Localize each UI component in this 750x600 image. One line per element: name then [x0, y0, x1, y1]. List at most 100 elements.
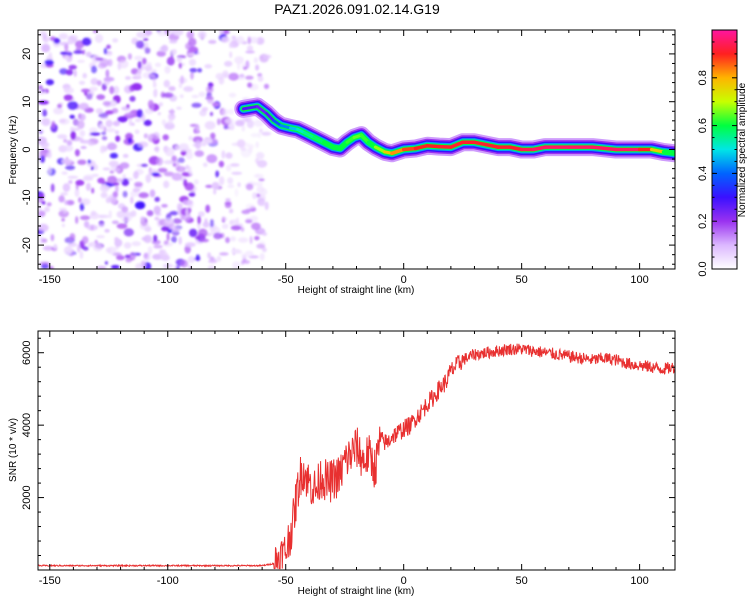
x-tick-label: 100	[630, 575, 648, 587]
spectrogram-noise-speckle	[105, 110, 114, 115]
spectrogram-noise-speckle	[122, 190, 128, 198]
spectrogram-noise-speckle	[131, 253, 137, 258]
spectrogram-noise-speckle	[58, 195, 65, 203]
spectrogram-noise-speckle	[79, 113, 86, 121]
spectrogram-noise-speckle	[78, 197, 82, 203]
spectrogram-noise-speckle	[262, 54, 272, 59]
spectrogram-noise-speckle	[205, 184, 213, 188]
colorbar-gradient	[711, 29, 738, 270]
x-tick-label: -100	[157, 575, 179, 587]
spectrogram-noise-speckle	[80, 198, 91, 206]
spectrogram-noise-speckle	[247, 82, 253, 88]
spectrogram-noise-speckle	[139, 222, 150, 230]
spectrogram-noise-speckle	[256, 160, 268, 168]
spectrogram-noise-speckle	[39, 31, 47, 37]
spectrogram-noise-speckle	[125, 76, 131, 80]
spectrogram-noise-speckle	[63, 138, 68, 143]
spectrogram-noise-speckle	[154, 62, 162, 68]
spectrogram-noise-speckle	[163, 160, 175, 165]
spectrogram-noise-speckle	[161, 226, 170, 232]
spectrogram-noise-speckle	[106, 142, 118, 151]
spectrogram-ridge-core	[590, 145, 618, 152]
spectrogram-ridge-core	[265, 112, 276, 123]
spectrogram-noise-speckle	[249, 215, 259, 222]
spectrogram-ridge-core	[303, 131, 316, 139]
snr-panel: -150 -100 -50 0 50 100 2000 4000 6000 Height of …	[8, 330, 676, 597]
spectrogram-noise-speckle	[58, 207, 67, 211]
spectrogram-noise-speckle	[204, 121, 216, 130]
spectrogram-noise-speckle	[67, 101, 79, 110]
spectrogram-noise-speckle	[112, 120, 121, 127]
spectrogram-noise-speckle	[180, 150, 187, 156]
spectrogram-noise-speckle	[41, 43, 51, 53]
spectrogram-noise-speckle	[156, 50, 166, 57]
spectrogram-noise-speckle	[77, 159, 87, 165]
spectrogram-noise-speckle	[198, 211, 205, 217]
spectrogram-noise-speckle	[82, 246, 89, 251]
spectrogram-noise-speckle	[171, 155, 177, 162]
spectrogram-noise-speckle	[64, 43, 69, 51]
spectrogram-noise-layer	[38, 30, 272, 269]
spectrogram-noise-speckle	[132, 188, 141, 193]
spectrogram-noise-speckle	[42, 245, 54, 251]
spectrogram-noise-speckle	[224, 118, 235, 124]
spectrogram-noise-speckle	[85, 51, 92, 57]
spectrogram-noise-speckle	[89, 132, 101, 136]
spectrogram-noise-speckle	[138, 192, 149, 199]
spectrogram-noise-speckle	[39, 236, 44, 245]
spectrogram-noise-speckle	[88, 127, 98, 133]
spectrogram-noise-speckle	[161, 119, 167, 126]
spectrogram-noise-speckle	[63, 94, 73, 101]
spectrogram-noise-speckle	[256, 243, 266, 249]
spectrogram-noise-speckle	[61, 218, 65, 222]
spectrogram-noise-speckle	[228, 42, 233, 49]
x-tick-label: -150	[39, 274, 61, 286]
spectrogram-noise-speckle	[245, 75, 254, 80]
spectrogram-ridge-core	[472, 140, 489, 147]
spectrogram-noise-speckle	[176, 106, 182, 110]
spectrogram-noise-speckle	[125, 132, 134, 141]
spectrogram-noise-speckle	[245, 60, 250, 69]
spectrogram-noise-speckle	[261, 131, 272, 136]
spectrogram-noise-speckle	[103, 47, 108, 55]
spectrogram-noise-speckle	[195, 236, 201, 240]
spectrogram-noise-speckle	[85, 182, 91, 191]
spectrogram-noise-speckle	[109, 152, 118, 159]
spectrogram-noise-speckle	[245, 219, 253, 224]
spectrogram-noise-speckle	[146, 61, 152, 68]
spectrogram-noise-speckle	[67, 175, 79, 179]
spectrogram-noise-speckle	[145, 174, 152, 183]
spectrogram-noise-speckle	[206, 154, 218, 164]
spectrogram-noise-speckle	[59, 118, 70, 125]
spectrogram-noise-speckle	[163, 171, 175, 177]
spectrogram-noise-speckle	[64, 145, 74, 152]
spectrogram-noise-speckle	[183, 86, 194, 92]
spectrogram-ridge-core	[508, 145, 524, 152]
spectrogram-noise-speckle	[195, 140, 202, 150]
spectrogram-noise-speckle	[135, 40, 145, 49]
spectrogram-noise-speckle	[105, 69, 110, 78]
spectrogram-noise-speckle	[194, 150, 204, 157]
spectrogram-ridge-core	[649, 148, 665, 154]
spectrogram-noise-speckle	[154, 146, 160, 152]
spectrogram-noise-speckle	[99, 184, 110, 193]
spectrogram-noise-speckle	[231, 35, 237, 40]
spectrogram-noise-speckle	[57, 134, 68, 139]
spectrogram-noise-speckle	[193, 179, 199, 185]
spectrogram-noise-speckle	[241, 260, 245, 265]
spectrogram-noise-speckle	[116, 210, 126, 219]
spectrogram-noise-speckle	[210, 132, 216, 140]
spectrogram-noise-speckle	[197, 215, 201, 225]
spectrogram-noise-speckle	[209, 111, 214, 117]
spectrogram-noise-speckle	[130, 196, 134, 204]
spectrogram-noise-speckle	[166, 232, 170, 241]
snr-y-axis-label: SNR (10 * v/v)	[8, 418, 19, 482]
spectrogram-noise-speckle	[219, 252, 229, 256]
spectrogram-noise-speckle	[215, 170, 220, 178]
colorbar-label: Normalized spectral amplitude	[737, 82, 748, 217]
spectrogram-noise-speckle	[94, 34, 104, 43]
spectrogram-noise-speckle	[78, 80, 86, 85]
spectrogram-noise-speckle	[259, 200, 266, 207]
spectrogram-noise-speckle	[239, 73, 245, 78]
spectrogram-noise-speckle	[211, 181, 220, 190]
